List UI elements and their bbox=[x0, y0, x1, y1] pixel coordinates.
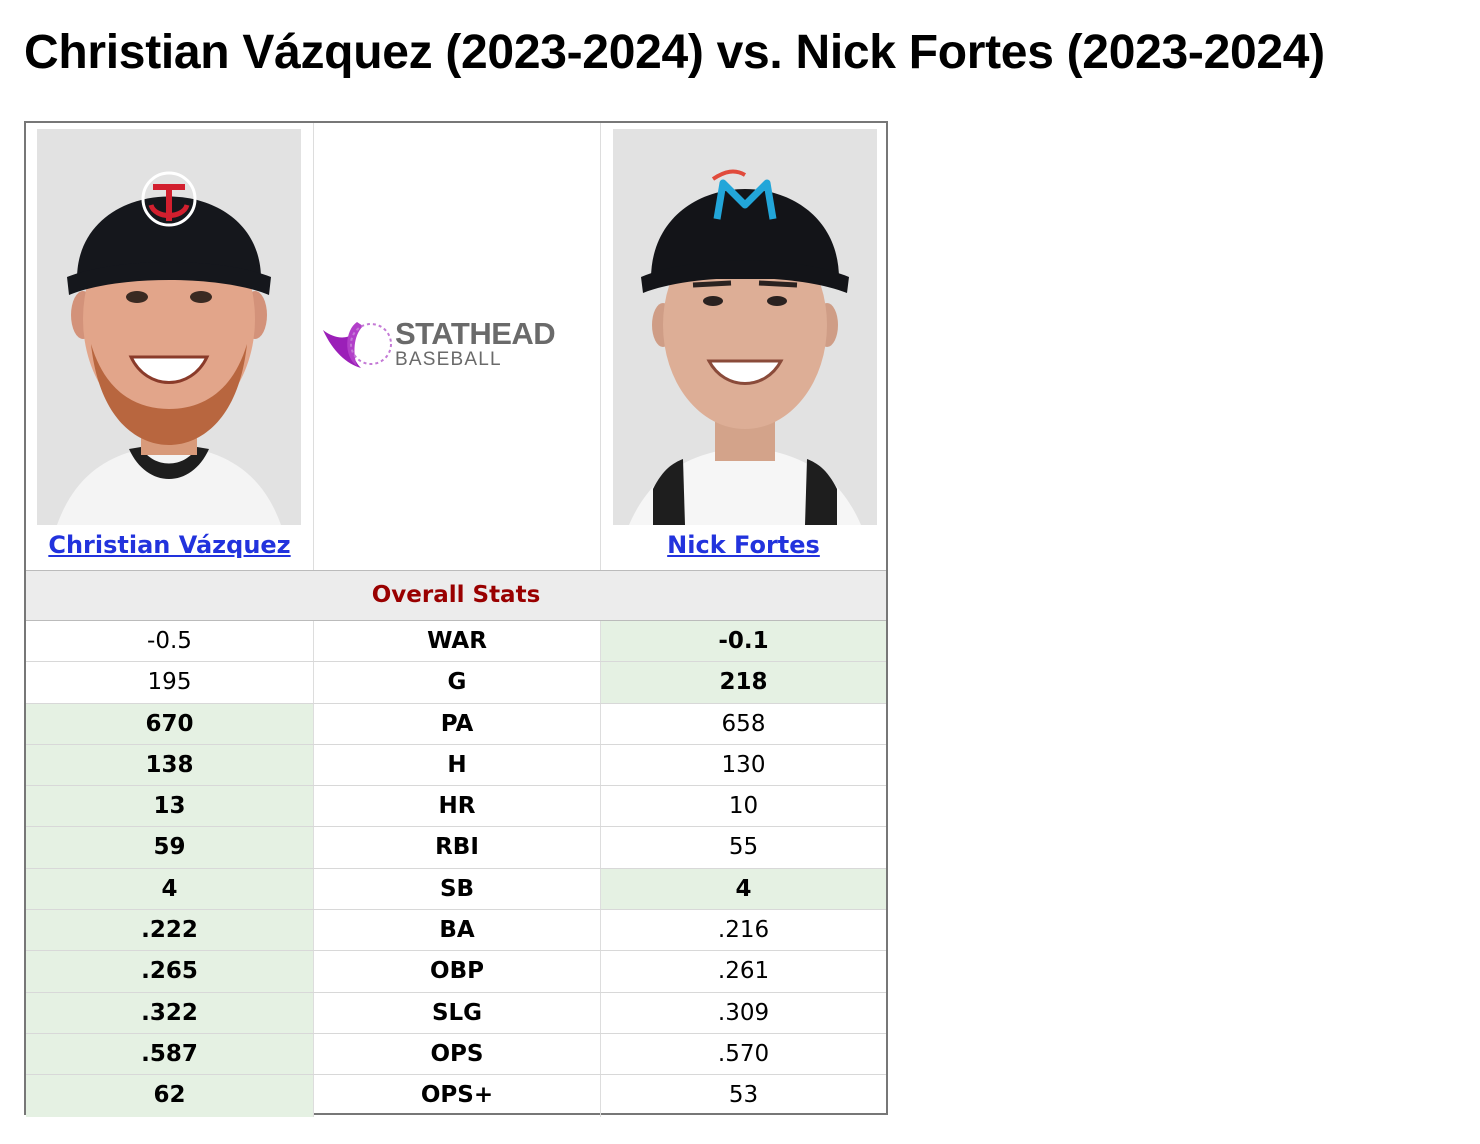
stat-row-h: 138 H 130 bbox=[26, 744, 886, 787]
player2-stat-value: 53 bbox=[728, 1082, 759, 1109]
stat-label: BA bbox=[314, 910, 601, 951]
stat-row-war: -0.5 WAR -0.1 bbox=[26, 621, 886, 663]
stat-label: OPS+ bbox=[314, 1075, 601, 1117]
player2-name-link[interactable]: Nick Fortes bbox=[667, 531, 820, 559]
player2-cell: Nick Fortes bbox=[601, 123, 886, 570]
stat-row-sb: 4 SB 4 bbox=[26, 868, 886, 911]
player2-headshot bbox=[613, 129, 877, 525]
player1-stat-value: -0.5 bbox=[26, 621, 314, 662]
player1-headshot bbox=[37, 129, 301, 525]
player1-stat-value: 195 bbox=[26, 662, 314, 703]
player1-stat-value: 13 bbox=[26, 786, 314, 827]
stat-label: G bbox=[314, 662, 601, 703]
stathead-logo[interactable]: STATHEAD BASEBALL bbox=[323, 316, 593, 376]
player2-stat-value: 55 bbox=[728, 834, 759, 861]
player1-stat-value: 59 bbox=[26, 827, 314, 868]
logo-line-2: BASEBALL bbox=[395, 349, 502, 370]
stat-label: HR bbox=[314, 786, 601, 827]
stat-row-obp: .265 OBP .261 bbox=[26, 951, 886, 993]
section-header-overall-stats: Overall Stats bbox=[26, 570, 886, 621]
player1-stat-value: 670 bbox=[26, 703, 314, 744]
stat-label: OPS bbox=[314, 1033, 601, 1075]
stat-label: WAR bbox=[314, 621, 601, 662]
comparison-table: Christian Vázquez STATHEAD BASEBALL bbox=[24, 121, 888, 1117]
player1-stat-value: 62 bbox=[26, 1075, 314, 1117]
logo-line-1: STATHEAD bbox=[395, 316, 556, 351]
player1-stat-value: .322 bbox=[26, 992, 314, 1033]
stat-row-ops: .587 OPS .570 bbox=[26, 1033, 886, 1076]
player2-stat-value: .261 bbox=[717, 958, 770, 985]
stat-label: SB bbox=[314, 868, 601, 910]
stathead-mark-icon bbox=[323, 322, 392, 368]
player2-stat-value: -0.1 bbox=[601, 621, 886, 662]
player2-stat-value: .570 bbox=[717, 1040, 770, 1067]
stat-label: H bbox=[314, 744, 601, 786]
player1-stat-value: .587 bbox=[26, 1033, 314, 1075]
stat-label: OBP bbox=[314, 951, 601, 992]
player2-stat-value: .309 bbox=[717, 999, 770, 1026]
player1-stat-value: 138 bbox=[26, 744, 314, 786]
player1-stat-value: 4 bbox=[26, 868, 314, 910]
player2-stat-value: 130 bbox=[721, 751, 766, 778]
stats-table: -0.5 WAR -0.1 195 G 218 670 PA 658 138 H 130 13 HR 10 5… bbox=[26, 621, 886, 1117]
stat-label: SLG bbox=[314, 992, 601, 1033]
stat-label: PA bbox=[314, 703, 601, 744]
player1-stat-value: .265 bbox=[26, 951, 314, 992]
player2-stat-value: 4 bbox=[601, 868, 886, 910]
stat-row-hr: 13 HR 10 bbox=[26, 786, 886, 828]
player1-name-link[interactable]: Christian Vázquez bbox=[48, 531, 291, 559]
stat-row-rbi: 59 RBI 55 bbox=[26, 827, 886, 869]
stat-row-ba: .222 BA .216 bbox=[26, 910, 886, 952]
player2-stat-value: .216 bbox=[717, 917, 770, 944]
page-title: Christian Vázquez (2023-2024) vs. Nick F… bbox=[24, 26, 1325, 79]
stat-row-slg: .322 SLG .309 bbox=[26, 992, 886, 1034]
player-header-row: Christian Vázquez STATHEAD BASEBALL bbox=[26, 123, 886, 570]
stat-row-g: 195 G 218 bbox=[26, 662, 886, 704]
player1-cell: Christian Vázquez bbox=[26, 123, 314, 570]
stat-label: RBI bbox=[314, 827, 601, 868]
stat-row-ops-plus: 62 OPS+ 53 bbox=[26, 1075, 886, 1117]
logo-cell: STATHEAD BASEBALL bbox=[314, 123, 601, 570]
player2-stat-value: 658 bbox=[721, 710, 766, 737]
player1-stat-value: .222 bbox=[26, 910, 314, 951]
player2-stat-value: 10 bbox=[728, 793, 759, 820]
player2-stat-value: 218 bbox=[601, 662, 886, 703]
stat-row-pa: 670 PA 658 bbox=[26, 703, 886, 745]
